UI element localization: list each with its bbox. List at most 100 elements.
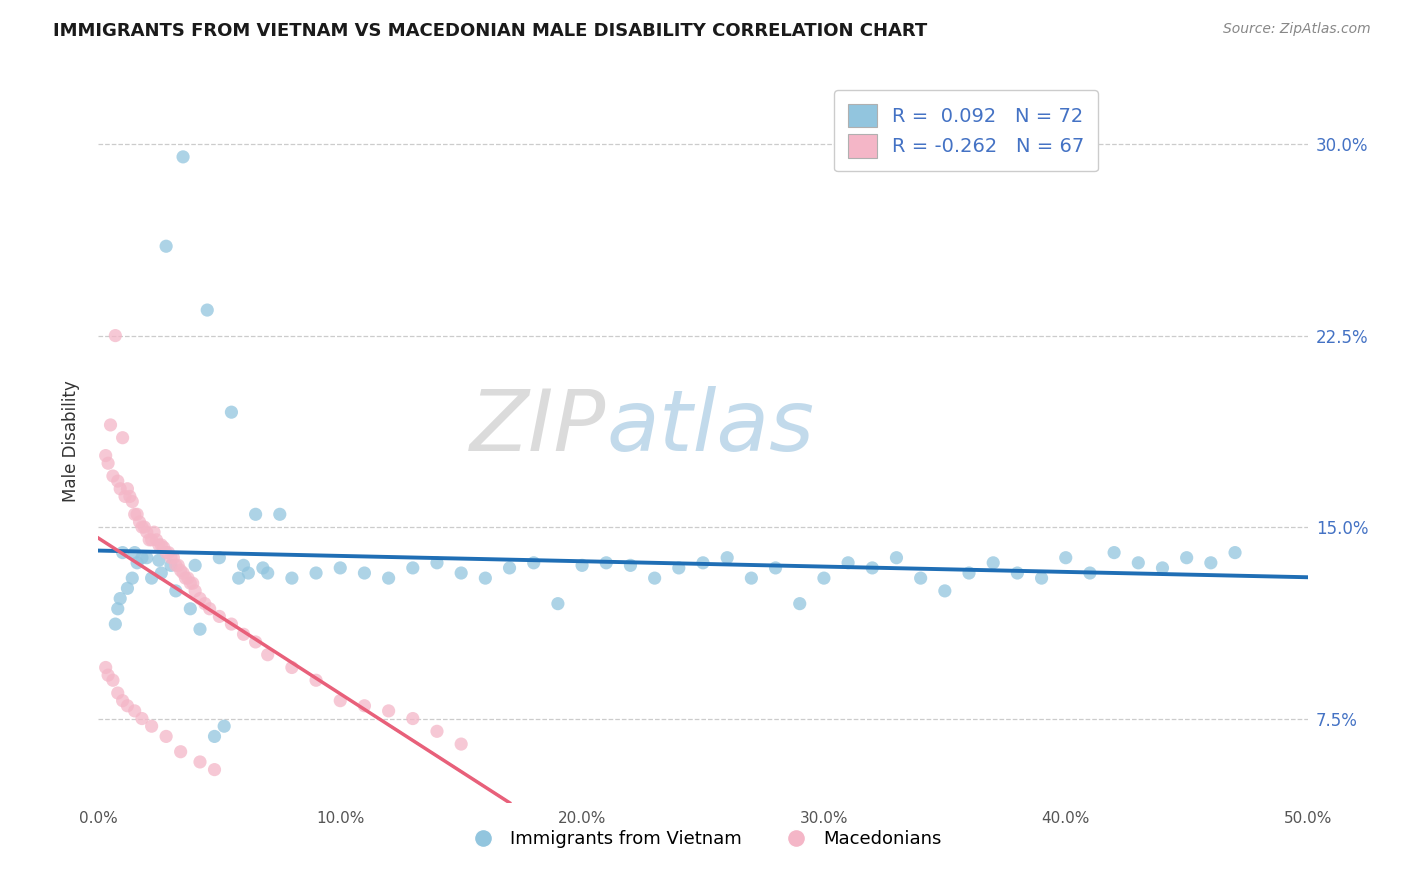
Point — [957, 566, 980, 580]
Point — [208, 550, 231, 565]
Point — [124, 508, 146, 522]
Point — [177, 571, 200, 585]
Point — [981, 556, 1004, 570]
Point — [716, 550, 738, 565]
Point — [108, 591, 131, 606]
Point — [692, 556, 714, 570]
Point — [107, 686, 129, 700]
Point — [155, 546, 177, 560]
Point — [450, 737, 472, 751]
Point — [498, 561, 520, 575]
Point — [269, 508, 291, 522]
Point — [150, 538, 173, 552]
Point — [169, 745, 191, 759]
Point — [377, 571, 399, 585]
Point — [155, 239, 177, 253]
Point — [668, 561, 690, 575]
Point — [165, 583, 187, 598]
Point — [94, 449, 117, 463]
Point — [131, 712, 153, 726]
Point — [107, 601, 129, 615]
Point — [111, 546, 134, 560]
Point — [135, 550, 157, 565]
Point — [165, 558, 187, 573]
Point — [160, 558, 183, 573]
Point — [886, 550, 908, 565]
Point — [1102, 546, 1125, 560]
Text: ZIP: ZIP — [470, 385, 606, 468]
Point — [117, 698, 139, 713]
Point — [162, 550, 184, 565]
Point — [97, 456, 120, 470]
Point — [111, 694, 134, 708]
Point — [765, 561, 787, 575]
Point — [523, 556, 546, 570]
Point — [160, 550, 183, 565]
Point — [181, 576, 204, 591]
Point — [232, 558, 254, 573]
Point — [1031, 571, 1053, 585]
Point — [145, 533, 167, 547]
Point — [221, 405, 243, 419]
Point — [228, 571, 250, 585]
Point — [131, 550, 153, 565]
Point — [195, 303, 218, 318]
Point — [117, 582, 139, 596]
Point — [426, 724, 449, 739]
Point — [135, 525, 157, 540]
Point — [128, 515, 150, 529]
Point — [1223, 546, 1246, 560]
Point — [910, 571, 932, 585]
Point — [450, 566, 472, 580]
Point — [141, 533, 163, 547]
Point — [188, 591, 211, 606]
Point — [245, 508, 267, 522]
Point — [188, 755, 211, 769]
Point — [127, 508, 149, 522]
Point — [179, 576, 201, 591]
Point — [172, 566, 194, 580]
Point — [740, 571, 762, 585]
Point — [789, 597, 811, 611]
Point — [127, 556, 149, 570]
Point — [174, 571, 197, 585]
Point — [134, 520, 156, 534]
Point — [94, 660, 117, 674]
Point — [353, 566, 375, 580]
Point — [172, 150, 194, 164]
Point — [837, 556, 859, 570]
Text: Source: ZipAtlas.com: Source: ZipAtlas.com — [1223, 22, 1371, 37]
Point — [148, 553, 170, 567]
Point — [101, 469, 124, 483]
Point — [245, 635, 267, 649]
Point — [860, 561, 883, 575]
Point — [114, 490, 136, 504]
Text: IMMIGRANTS FROM VIETNAM VS MACEDONIAN MALE DISABILITY CORRELATION CHART: IMMIGRANTS FROM VIETNAM VS MACEDONIAN MA… — [53, 22, 928, 40]
Point — [281, 571, 304, 585]
Point — [117, 482, 139, 496]
Point — [252, 561, 274, 575]
Point — [152, 541, 174, 555]
Point — [138, 533, 160, 547]
Point — [1007, 566, 1029, 580]
Point — [194, 597, 217, 611]
Point — [108, 482, 131, 496]
Point — [256, 648, 278, 662]
Point — [256, 566, 278, 580]
Legend: Immigrants from Vietnam, Macedonians: Immigrants from Vietnam, Macedonians — [457, 822, 949, 855]
Point — [212, 719, 235, 733]
Point — [426, 556, 449, 570]
Point — [208, 609, 231, 624]
Point — [329, 694, 352, 708]
Point — [934, 583, 956, 598]
Point — [148, 538, 170, 552]
Point — [232, 627, 254, 641]
Point — [547, 597, 569, 611]
Point — [179, 601, 201, 615]
Point — [184, 583, 207, 598]
Point — [104, 328, 127, 343]
Point — [124, 704, 146, 718]
Point — [402, 561, 425, 575]
Point — [238, 566, 260, 580]
Point — [305, 566, 328, 580]
